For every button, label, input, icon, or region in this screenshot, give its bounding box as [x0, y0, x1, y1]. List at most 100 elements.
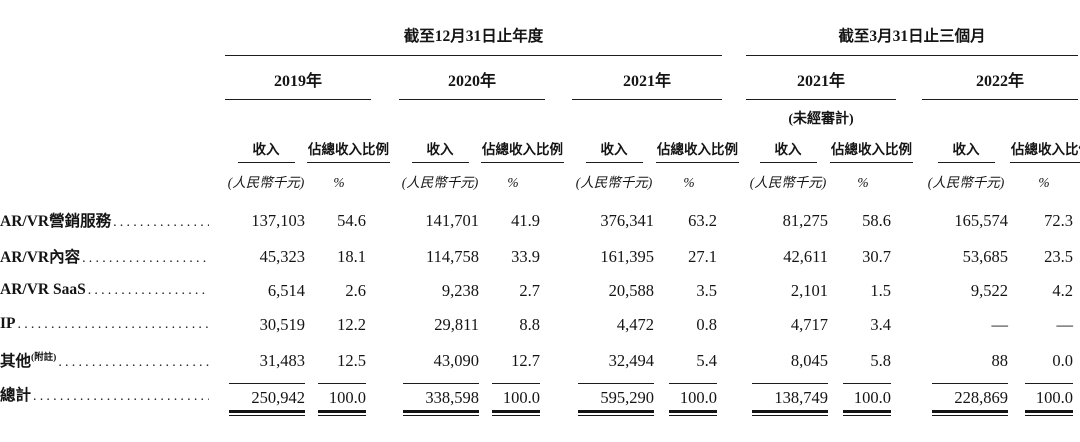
cell-value: 53,685 — [962, 247, 1009, 266]
unaudited-row: (未經審計) — [0, 100, 1078, 129]
total-cell: 100.0 — [307, 379, 371, 416]
revenue-column-header: 收入 — [399, 128, 481, 163]
table-row-others: 其他(附註)..................................… — [0, 343, 1078, 379]
cell-value: 3.5 — [696, 281, 718, 300]
total-cell: 250,942 — [225, 379, 307, 416]
double-rule — [318, 410, 366, 416]
cell-value: 165,574 — [954, 211, 1009, 230]
cell-value: 30,519 — [259, 315, 305, 334]
cell-value: 23.5 — [1044, 247, 1074, 266]
cell-value: 31,483 — [259, 351, 305, 370]
double-rule — [229, 410, 305, 416]
period-header-annual: 截至12月31日止年度 — [225, 24, 723, 56]
year-header-row: 2019年 2020年 2021年 2021年 2022年 — [0, 55, 1079, 100]
period-header-row: 截至12月31日止年度 截至3月31日止三個月 — [0, 24, 1079, 56]
cell-value: 43,090 — [433, 351, 479, 370]
column-header-row: 收入 佔總收入比例 收入 佔總收入比例 收入 佔總收入比例 收入 佔總收入比例 … — [0, 128, 1080, 163]
cell-value: 2,101 — [790, 281, 829, 300]
double-rule — [932, 410, 1009, 416]
total-cell: 338,598 — [399, 379, 481, 416]
cell-value: 5.8 — [870, 351, 892, 370]
cell-value: 12.5 — [337, 351, 366, 370]
revenue-breakdown-document: 截至12月31日止年度 截至3月31日止三個月 2019年 2020年 2021… — [0, 24, 1080, 416]
revenue-unit-label: (人民幣千元) — [401, 175, 479, 190]
cell-value: 72.3 — [1044, 211, 1074, 230]
unit-header-row: (人民幣千元) % (人民幣千元) % (人民幣千元) % (人民幣千元) % … — [0, 163, 1078, 203]
double-rule — [843, 410, 892, 416]
pct-column-header: 佔總收入比例 — [1010, 128, 1080, 163]
total-cell: 100.0 — [830, 379, 896, 416]
cell-value: 88 — [991, 351, 1009, 370]
total-value: 100.0 — [853, 388, 892, 407]
table-row-arvr-content: AR/VR內容.................................… — [0, 239, 1078, 275]
cell-value: 2.7 — [519, 281, 540, 300]
year-header-2019: 2019年 — [225, 55, 371, 100]
total-label: 總計 — [0, 387, 32, 404]
cell-value: 4,472 — [616, 315, 654, 334]
pct-column-header: 佔總收入比例 — [656, 128, 739, 163]
cell-value: 114,758 — [425, 247, 479, 266]
row-label: AR/VR內容 — [0, 249, 81, 266]
total-value: 138,749 — [774, 388, 829, 407]
total-cell: 100.0 — [656, 379, 722, 416]
cell-value: 81,275 — [782, 211, 829, 230]
cell-value: 376,341 — [600, 211, 654, 230]
row-label-superscript: (附註) — [31, 353, 57, 363]
cell-value: 12.2 — [337, 315, 366, 334]
cell-value: 58.6 — [862, 211, 892, 230]
cell-value: 9,238 — [441, 281, 479, 300]
dot-leader: ........................................… — [58, 355, 209, 370]
year-header-2020: 2020年 — [399, 55, 545, 100]
cell-value: 8.8 — [519, 315, 540, 334]
total-cell: 100.0 — [1010, 379, 1078, 416]
cell-value: 42,611 — [783, 247, 829, 266]
cell-value: 4.2 — [1052, 281, 1074, 300]
table-row-total: 總計......................................… — [0, 379, 1078, 416]
total-cell: 228,869 — [922, 379, 1010, 416]
pct-unit-label: % — [333, 175, 345, 190]
cell-value: 18.1 — [337, 247, 366, 266]
cell-value: — — [1056, 315, 1074, 334]
pct-column-header: 佔總收入比例 — [830, 128, 914, 163]
period-header-interim: 截至3月31日止三個月 — [746, 24, 1079, 56]
cell-value: 45,323 — [259, 247, 305, 266]
dot-leader: ........................................… — [17, 317, 210, 332]
double-rule — [578, 410, 654, 416]
total-cell: 138,749 — [746, 379, 830, 416]
dot-leader: ........................................… — [87, 283, 209, 298]
total-value: 595,290 — [600, 388, 654, 407]
pct-column-header: 佔總收入比例 — [481, 128, 564, 163]
cell-value: 5.4 — [696, 351, 718, 370]
revenue-unit-label: (人民幣千元) — [575, 175, 653, 190]
cell-value: 30.7 — [862, 247, 892, 266]
total-value: 250,942 — [251, 388, 305, 407]
row-label: IP — [0, 315, 16, 332]
revenue-unit-label: (人民幣千元) — [227, 175, 305, 190]
dot-leader: ........................................… — [33, 389, 209, 404]
row-label: 其他 — [0, 353, 32, 370]
cell-value: 0.0 — [1052, 351, 1074, 370]
revenue-unit-label: (人民幣千元) — [927, 175, 1005, 190]
double-rule — [669, 410, 718, 416]
cell-value: 0.8 — [696, 315, 718, 334]
cell-value: 32,494 — [608, 351, 654, 370]
revenue-column-header: 收入 — [922, 128, 1010, 163]
row-label: AR/VR SaaS — [0, 281, 86, 298]
cell-value: 3.4 — [870, 315, 892, 334]
total-value: 100.0 — [502, 388, 540, 407]
double-rule — [1025, 410, 1074, 416]
double-rule — [492, 410, 540, 416]
revenue-column-header: 收入 — [746, 128, 830, 163]
revenue-unit-label: (人民幣千元) — [749, 175, 827, 190]
total-cell: 595,290 — [572, 379, 656, 416]
total-value: 100.0 — [679, 388, 718, 407]
double-rule — [403, 410, 479, 416]
cell-value: 20,588 — [608, 281, 654, 300]
year-header-2022-interim: 2022年 — [922, 55, 1079, 100]
table-row-arvr-marketing: AR/VR營銷服務...............................… — [0, 203, 1078, 239]
year-header-2021-interim: 2021年 — [746, 55, 897, 100]
cell-value: 9,522 — [970, 281, 1009, 300]
cell-value: — — [991, 315, 1009, 334]
double-rule — [752, 410, 829, 416]
total-value: 338,598 — [425, 388, 479, 407]
